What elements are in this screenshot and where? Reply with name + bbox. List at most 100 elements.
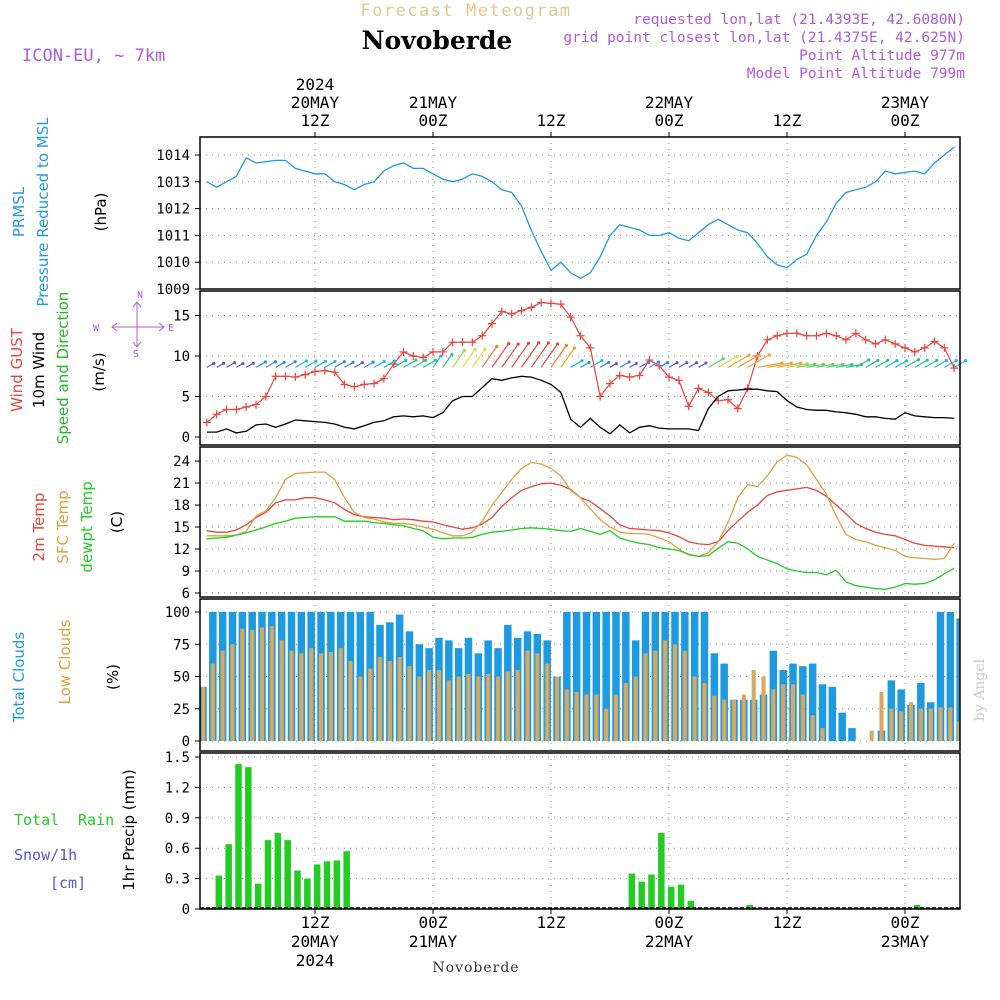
wind-direction-arrow <box>570 360 583 368</box>
wind-direction-arrow <box>799 361 803 365</box>
gust-point <box>842 335 850 344</box>
gust-point <box>694 384 703 393</box>
rain-bar <box>628 873 636 909</box>
wind-direction-arrow <box>572 346 576 350</box>
wind-direction-arrow <box>521 342 540 368</box>
wind-direction-arrow <box>885 360 898 368</box>
gust-point <box>488 319 496 328</box>
low-clouds-bar <box>289 650 294 741</box>
wind-direction-arrow <box>816 363 833 368</box>
wind-direction-arrow <box>333 359 337 364</box>
wind-direction-arrow <box>865 359 879 368</box>
wind-direction-arrow <box>324 360 336 368</box>
wind-labels: Wind GUST 10m Wind Speed and Direction (… <box>8 292 108 445</box>
rain-bar <box>648 874 655 909</box>
temp-ytick-label: 6 <box>182 586 190 602</box>
wind-direction-arrow <box>895 359 899 363</box>
compass-e: E <box>168 323 174 334</box>
wind-direction-arrow <box>462 348 476 368</box>
gust-point <box>773 331 782 340</box>
gust-point <box>291 373 300 382</box>
wind-direction-arrow <box>695 361 699 365</box>
low-clouds-bar <box>761 676 766 741</box>
wind-direction-arrow <box>767 362 792 368</box>
gust-point <box>783 329 791 338</box>
top-time-label: 00Z <box>655 111 684 130</box>
gust-point <box>743 384 752 393</box>
gust-point <box>861 335 870 344</box>
wind-direction-arrow <box>393 359 407 368</box>
low-clouds-bar <box>505 671 510 741</box>
bottom-time-label: 00Z <box>419 913 448 932</box>
wind-direction-arrow <box>540 343 558 368</box>
wind-direction-arrow <box>439 354 443 358</box>
total-label: Total <box>14 811 59 829</box>
wind-direction-arrow <box>432 355 442 368</box>
clouds-frame <box>199 598 961 752</box>
wind-direction-arrow <box>462 349 466 353</box>
low-clouds-bar <box>554 676 560 741</box>
wind-direction-arrow <box>232 361 237 365</box>
gust-point <box>448 338 457 347</box>
wind-direction-arrow <box>550 345 567 368</box>
wind-direction-arrow <box>757 362 783 368</box>
low-clouds-bar <box>820 728 825 741</box>
rain-bar <box>304 878 311 909</box>
wind-direction-arrow <box>537 341 541 345</box>
gust-point <box>409 352 418 360</box>
wind-direction-arrow <box>560 347 575 368</box>
top-time-label: 12Z <box>301 111 330 130</box>
gust-point <box>468 338 477 347</box>
low-clouds-bar <box>948 707 953 741</box>
low-clouds-bar <box>210 663 215 741</box>
wind-direction-arrow <box>382 359 386 364</box>
temp-ytick-label: 18 <box>173 498 190 514</box>
gust-point <box>635 371 644 380</box>
prmsl-label: PRMSL <box>10 186 28 237</box>
low-clouds-bar <box>643 653 648 741</box>
grid-point: grid point closest lon,lat (21.4375E, 42… <box>563 30 965 46</box>
low-clouds-bar <box>682 650 687 741</box>
pressure-ytick-label: 1011 <box>156 228 190 244</box>
clouds-ytick-label: 0 <box>182 734 190 750</box>
wind-direction-arrow <box>737 354 760 368</box>
bottom-time-label: 12Z <box>301 913 330 932</box>
low-clouds-bar <box>584 694 589 741</box>
wind-compass: N S W E <box>93 290 174 360</box>
low-clouds-bar <box>456 676 461 741</box>
low-clouds-bar <box>574 691 579 741</box>
clouds-ytick-label: 75 <box>173 637 190 653</box>
low-clouds-bar <box>495 676 501 741</box>
top-time-label: 12Z <box>537 111 566 130</box>
compass-s: S <box>133 349 139 360</box>
wind-direction-arrow <box>403 359 417 368</box>
rain-bar <box>746 904 754 909</box>
wind-direction-arrow <box>867 358 871 362</box>
gust-point <box>301 370 310 379</box>
temp-unit: (C) <box>108 511 126 533</box>
wind-direction-arrow <box>704 361 708 365</box>
gust-point <box>665 373 673 382</box>
direction-label: Speed and Direction <box>54 292 72 445</box>
top-time-label: 22MAY <box>645 93 694 112</box>
wind-direction-arrow <box>685 361 689 365</box>
wind-direction-arrow <box>904 359 919 368</box>
low-clouds-bar <box>751 670 756 741</box>
prmsl-sub-label: Pressure Reduced to MSL <box>34 117 52 307</box>
wind-direction-arrow <box>452 350 465 368</box>
wind-direction-arrow <box>363 361 374 368</box>
low-clouds-bar <box>623 682 628 741</box>
wind-direction-arrow <box>850 362 854 367</box>
low-clouds-bar <box>800 694 805 741</box>
pressure-panel: 1009 1010 1011 1012 1013 1014 <box>156 137 960 298</box>
gust-point <box>940 343 949 352</box>
low-clouds-bar <box>731 699 737 741</box>
low-clouds-bar <box>318 653 324 741</box>
low-clouds-bar <box>741 694 746 741</box>
pressure-ytick-label: 1009 <box>156 282 190 298</box>
wind-direction-arrow <box>392 359 397 363</box>
wind-direction-arrow <box>423 358 428 362</box>
low-clouds-bar <box>938 707 943 741</box>
wind-ytick-label: 10 <box>173 349 190 365</box>
wind-direction-arrow <box>273 360 278 364</box>
